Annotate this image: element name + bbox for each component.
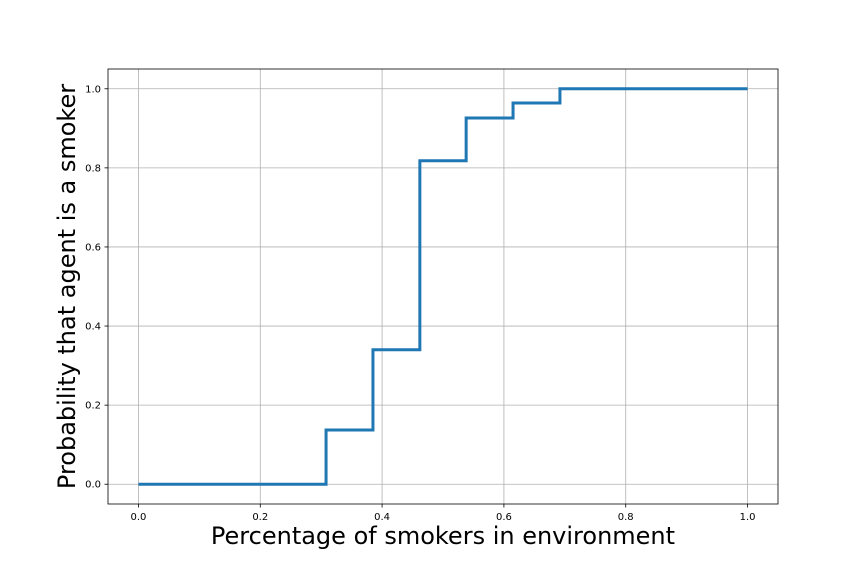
y-tick-label: 0.8	[85, 163, 101, 174]
y-tick-label: 0.2	[85, 401, 101, 412]
x-tick-label: 0.0	[131, 512, 147, 523]
y-tick-label: 1.0	[85, 84, 101, 95]
x-tick-label: 0.8	[618, 512, 634, 523]
series-line	[138, 87, 748, 486]
x-axis-label: Percentage of smokers in environment	[211, 522, 675, 550]
y-tick-label: 0.6	[85, 242, 101, 253]
y-tick-label: 0.4	[85, 322, 101, 333]
series-layer	[138, 87, 748, 486]
x-tick-label: 0.4	[374, 512, 390, 523]
x-tick-label: 1.0	[740, 512, 756, 523]
x-tick-label: 0.2	[252, 512, 268, 523]
y-tick-label: 0.0	[85, 480, 101, 491]
y-axis-label: Probability that agent is a smoker	[53, 84, 81, 489]
axis-ticks: 0.0 0.2 0.4 0.6 0.8 1.0 0.0 0.2 0.4 0.6 0.8 1.0	[85, 84, 755, 523]
x-tick-label: 0.6	[496, 512, 512, 523]
plot-area-frame	[107, 68, 779, 505]
